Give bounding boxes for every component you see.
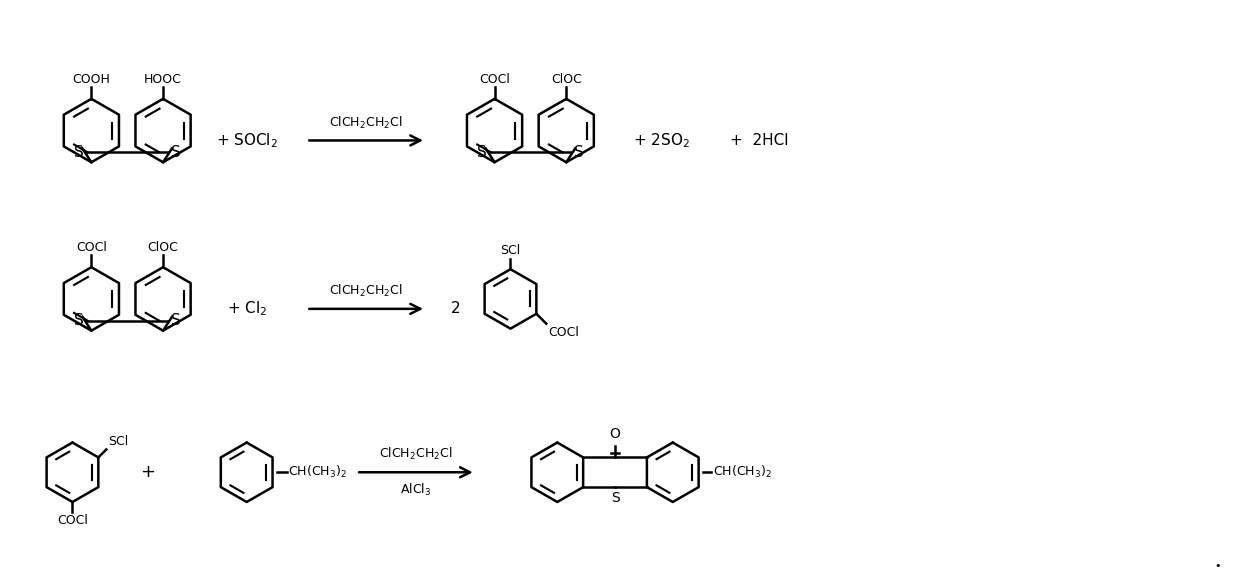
Text: S: S	[574, 145, 584, 160]
Text: HOOC: HOOC	[144, 73, 182, 86]
Text: S: S	[73, 313, 83, 328]
Text: S: S	[476, 145, 486, 160]
Text: COOH: COOH	[72, 73, 110, 86]
Text: ClCH$_2$CH$_2$Cl: ClCH$_2$CH$_2$Cl	[330, 283, 403, 299]
Text: S: S	[171, 145, 181, 160]
Text: + 2SO$_2$: + 2SO$_2$	[634, 131, 691, 150]
Text: •: •	[1214, 561, 1220, 571]
Text: ClCH$_2$CH$_2$Cl: ClCH$_2$CH$_2$Cl	[330, 114, 403, 131]
Text: ClCH$_2$CH$_2$Cl: ClCH$_2$CH$_2$Cl	[379, 446, 453, 463]
Text: S: S	[610, 491, 620, 505]
Text: COCl: COCl	[548, 326, 579, 339]
Text: COCl: COCl	[479, 73, 510, 86]
Text: SCl: SCl	[108, 434, 129, 447]
Text: COCl: COCl	[57, 514, 88, 527]
Text: S: S	[73, 145, 83, 160]
Text: + Cl$_2$: + Cl$_2$	[227, 300, 267, 318]
Text: CH(CH$_3$)$_2$: CH(CH$_3$)$_2$	[289, 464, 347, 480]
Text: +: +	[140, 463, 155, 481]
Text: ClOC: ClOC	[551, 73, 582, 86]
Text: ClOC: ClOC	[148, 241, 179, 255]
Text: SCl: SCl	[501, 244, 521, 258]
Text: CH(CH$_3$)$_2$: CH(CH$_3$)$_2$	[713, 464, 771, 480]
Text: + SOCl$_2$: + SOCl$_2$	[216, 131, 278, 150]
Text: O: O	[610, 426, 620, 440]
Text: COCl: COCl	[76, 241, 107, 255]
Text: S: S	[171, 313, 181, 328]
Text: AlCl$_3$: AlCl$_3$	[401, 482, 432, 498]
Text: +  2HCl: + 2HCl	[730, 133, 789, 148]
Text: 2: 2	[451, 301, 460, 317]
